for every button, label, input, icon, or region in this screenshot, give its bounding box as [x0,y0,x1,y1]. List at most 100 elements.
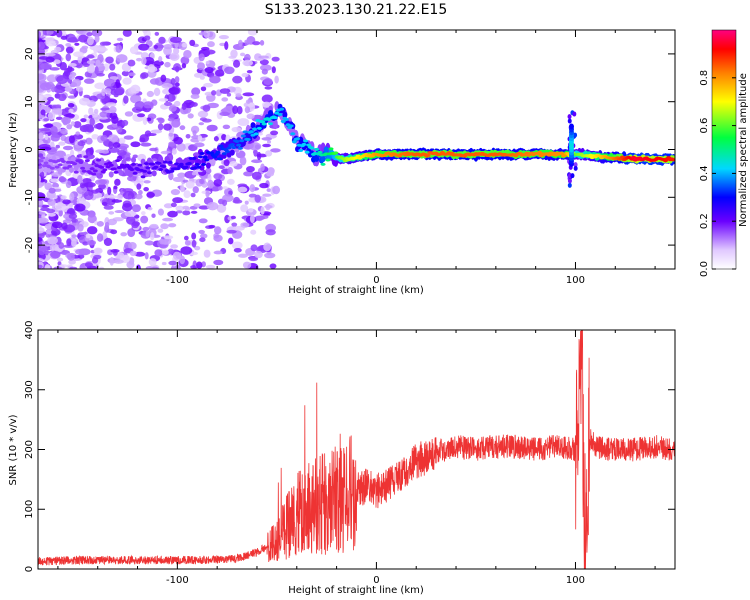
spectrogram-noise-cell [162,249,169,255]
spectrogram-ridge-cell [38,165,43,169]
spectrogram-noise-cell [191,232,197,240]
spectrogram-noise-cell [83,78,95,84]
spectrogram-noise-cell [93,124,101,129]
spectrogram-noise-cell [194,245,201,251]
spectrogram-ridge-cell [320,162,326,166]
spectrogram-noise-cell [148,66,158,73]
spectrogram-noise-cell [127,228,136,238]
spectrogram-noise-cell [109,76,119,80]
spectrogram-noise-cell [145,266,153,269]
spectrogram-noise-cell [175,205,185,212]
spectrogram-noise-cell [151,158,158,162]
spectrogram-ridge-cell [151,170,157,177]
spectrogram-noise-cell [124,111,134,117]
spectrogram-noise-cell [573,132,578,138]
spectrogram-noise-cell [110,229,118,235]
spectrogram-noise-cell [266,140,272,144]
spectrogram-noise-cell [227,237,234,245]
spectrogram-noise-cell [179,106,189,115]
spectrogram-noise-cell [68,135,75,144]
spectrogram-noise-cell [270,130,279,136]
spectrogram-noise-cell [38,50,43,54]
spectrogram-noise-cell [159,238,165,245]
spectrogram-noise-cell [168,87,180,95]
spectrogram-noise-cell [38,175,42,184]
spectrogram-ridge-cell [161,164,167,168]
spectrogram-noise-cell [191,102,198,107]
spectrogram-noise-cell [183,50,192,59]
spectrogram-noise-cell [226,229,237,234]
spectrogram-noise-cell [230,215,236,220]
spectrogram-noise-cell [179,255,186,265]
spectrogram-noise-cell [147,206,153,211]
spectrogram-noise-cell [183,190,191,199]
spectrogram-noise-cell [128,72,136,77]
spectrogram-noise-cell [121,70,130,77]
spectrogram-noise-cell [219,111,230,117]
spectrogram-noise-cell [174,76,180,84]
spectrogram-noise-cell [233,247,242,253]
spectrogram-noise-cell [143,101,154,109]
spectrogram-ridge-cell [194,162,200,166]
spectrogram-noise-cell [136,183,142,190]
spectrogram-noise-cell [201,261,206,268]
spectrogram-noise-cell [38,192,46,201]
spectrogram-noise-cell [104,88,112,93]
spectrogram-noise-cell [204,66,214,74]
colorbar-tick-label: 0.8 [699,70,710,86]
spectrogram-noise-cell [86,32,93,37]
spectrogram-noise-cell [86,65,96,74]
spectrogram-noise-cell [51,134,60,138]
spectrogram-noise-cell [181,103,187,111]
spectrogram-noise-cell [163,43,173,50]
spectrogram-noise-cell [206,124,218,132]
spectrogram-noise-cell [228,55,237,59]
spectrogram-noise-cell [64,85,73,92]
spectrogram-ridge-cell [320,155,326,163]
spectrogram-noise-cell [270,148,281,153]
spectrogram-ridge-cell [295,137,301,141]
spectrogram-noise-cell [145,230,150,238]
spectrogram-noise-cell [259,182,269,189]
spectrogram-noise-cell [58,141,66,146]
spectrogram-noise-cell [246,69,253,74]
spectrogram-ridge-cell [231,146,237,150]
spectrogram-ridge-cell [328,147,334,151]
spectrogram-ridge-cell [298,148,304,152]
spectrogram-noise-cell [99,41,107,46]
spectrogram-ridge-cell [215,150,221,154]
spectrogram-noise-cell [50,125,58,135]
colorbar-tick-label: 0.2 [699,213,710,229]
spectrogram-noise-cell [226,92,232,97]
spectrogram-ridge-cell [199,164,205,171]
snr-ylabel: SNR (10 * v/v) [8,414,19,485]
spectrogram-noise-cell [198,218,208,224]
spectrogram-noise-cell [240,204,249,213]
spectrogram-ridge-cell [205,162,211,169]
spectrogram-noise-cell [182,210,191,216]
spectrogram-noise-cell [240,52,246,57]
spectrogram-noise-cell [176,143,186,152]
spectrogram-noise-cell [38,217,49,224]
spectrogram-noise-cell [199,178,205,185]
spectrogram-ridge-cell [131,162,137,166]
spectrogram-xtick-label: 100 [566,275,585,286]
spectrogram-noise-cell [47,212,56,217]
spectrogram-noise-cell [222,199,228,206]
spectrogram-noise-cell [248,193,257,198]
spectrogram-noise-cell [264,86,273,90]
spectrogram-noise-cell [168,132,174,137]
spectrogram-ridge-cell [43,161,49,165]
spectrogram-noise-cell [40,63,52,70]
spectrogram-noise-cell [150,129,163,134]
spectrogram-noise-cell [167,248,174,255]
spectrogram-noise-cell [143,186,149,192]
spectrogram-ridge-cell [202,155,208,159]
spectrogram-noise-cell [62,145,74,151]
spectrogram-noise-cell [71,238,77,248]
spectrogram-noise-cell [200,233,208,239]
spectrogram-noise-cell [199,237,206,243]
spectrogram-noise-cell [55,104,62,109]
spectrogram-noise-cell [38,181,44,189]
spectrogram-ridge-cell [619,155,625,159]
